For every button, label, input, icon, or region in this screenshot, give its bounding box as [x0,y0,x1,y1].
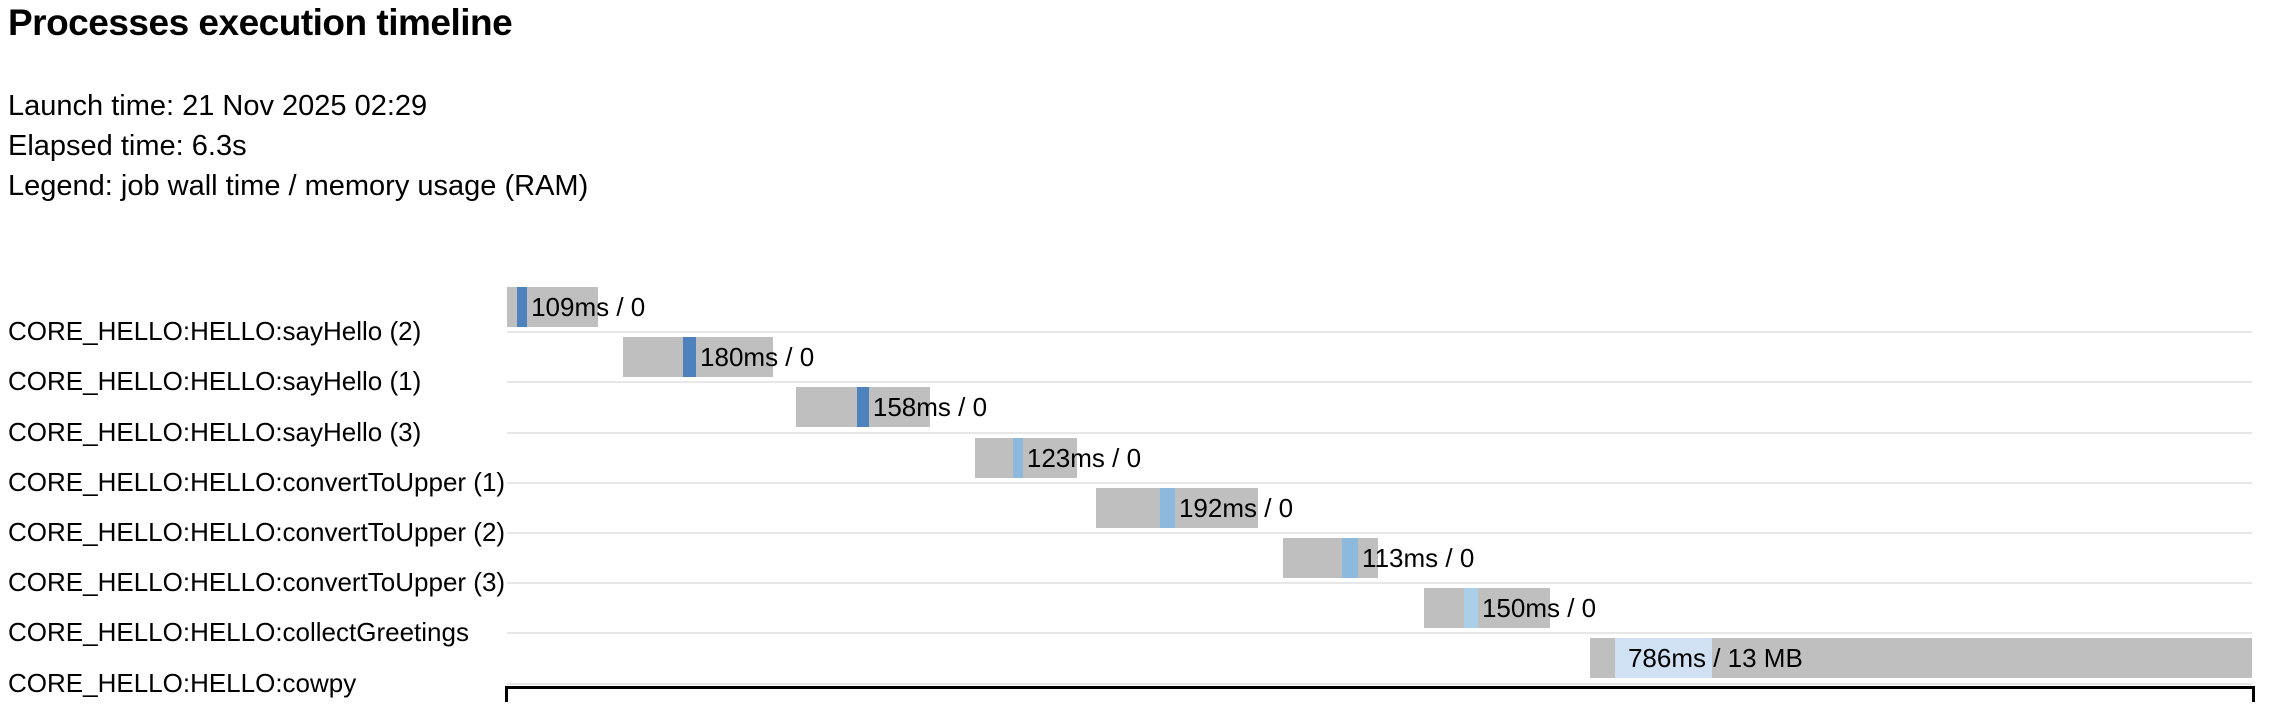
task-bar-waiting-segment [975,437,1078,478]
task-bar-walltime-segment [857,387,869,428]
row-separator-line [507,632,2252,635]
task-bar-walltime-segment [1341,538,1358,578]
x-axis-left-end-tick [505,685,508,702]
task-annotation: 123ms / 0 [1026,442,1142,473]
task-annotation: 109ms / 0 [531,292,646,322]
task-label: CORE_HELLO:HELLO:convertToUpper (3) [8,567,506,598]
page-title: Processes execution timeline [8,2,513,43]
task-bar-waiting-segment [623,337,773,378]
task-bar-waiting-segment [1095,487,1258,528]
task-bar-waiting-segment [1423,588,1550,629]
task-annotation: 150ms / 0 [1481,593,1597,624]
task-label: CORE_HELLO:HELLO:sayHello (1) [8,366,422,397]
x-axis-domain-line [505,685,2255,689]
task-label: CORE_HELLO:HELLO:collectGreetings [8,617,469,648]
task-label: CORE_HELLO:HELLO:convertToUpper (2) [8,517,506,547]
task-bar-walltime-segment [1013,437,1024,478]
task-label: CORE_HELLO:HELLO:sayHello (2) [8,316,422,347]
task-bar-walltime-segment [682,337,696,378]
row-separator-line [507,331,2252,334]
legend-text: Legend: job wall time / memory usage (RA… [8,170,589,202]
task-bar-walltime-segment [516,287,527,327]
task-bar-waiting-segment [1282,538,1378,578]
row-separator-line [507,481,2252,484]
task-annotation: 180ms / 0 [700,342,815,373]
row-separator-line [507,431,2252,434]
row-separator-line [507,582,2252,585]
task-label: CORE_HELLO:HELLO:cowpy [8,667,357,698]
row-separator-line [507,532,2252,534]
task-label: CORE_HELLO:HELLO:convertToUpper (1) [8,466,506,497]
row-separator-line [507,381,2252,384]
task-annotation: 113ms / 0 [1362,543,1475,573]
task-label: CORE_HELLO:HELLO:sayHello (3) [8,416,422,447]
row-separator-line [507,682,2252,685]
task-bar-walltime-segment [1463,588,1478,629]
x-axis-right-end-tick [2252,685,2255,702]
task-annotation: 786ms / 13 MB [1627,643,1803,674]
task-bar-walltime-segment [1614,638,1712,679]
report-meta: Launch time: 21 Nov 2025 02:29 Elapsed t… [8,86,588,206]
task-annotation: 158ms / 0 [872,392,988,423]
elapsed-time-text: Elapsed time: 6.3s [8,130,247,162]
task-annotation: 192ms / 0 [1178,492,1294,523]
launch-time-text: Launch time: 21 Nov 2025 02:29 [8,90,428,122]
task-bar-walltime-segment [1159,487,1176,528]
